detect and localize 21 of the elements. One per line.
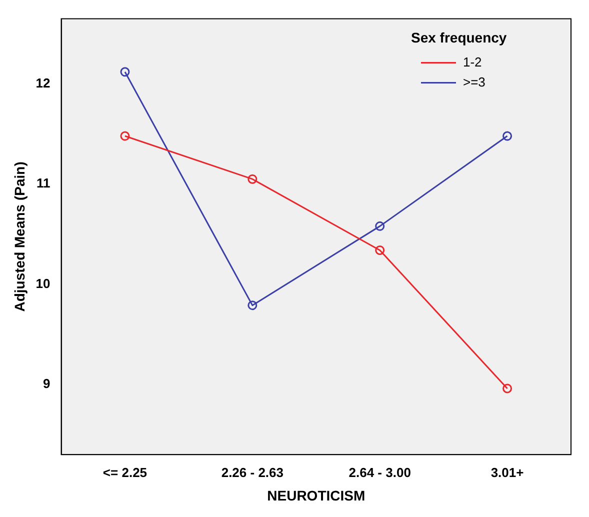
x-tick-label: 2.64 - 3.00 <box>348 464 411 480</box>
point <box>502 384 512 394</box>
point <box>248 174 258 184</box>
point <box>375 221 385 231</box>
legend-title: Sex frequency <box>411 30 507 46</box>
y-tick-label: 12 <box>36 76 50 90</box>
y-tick-label: 10 <box>36 276 50 291</box>
x-tick-label: 3.01+ <box>490 464 524 480</box>
legend-label: >=3 <box>463 74 486 90</box>
y-tick-label: 11 <box>36 176 50 191</box>
x-axis-title: NEUROTICISM <box>267 487 366 504</box>
point <box>120 131 130 141</box>
point <box>120 67 130 77</box>
point <box>375 245 385 255</box>
x-tick-label: 2.26 - 2.63 <box>221 464 284 480</box>
x-tick-label: <= 2.25 <box>102 464 148 480</box>
y-tick-label: 9 <box>43 376 50 392</box>
legend-label: 1-2 <box>463 54 482 70</box>
y-axis-title: Adjusted Means (Pain) <box>11 162 28 312</box>
point <box>248 300 258 310</box>
point <box>502 131 512 141</box>
